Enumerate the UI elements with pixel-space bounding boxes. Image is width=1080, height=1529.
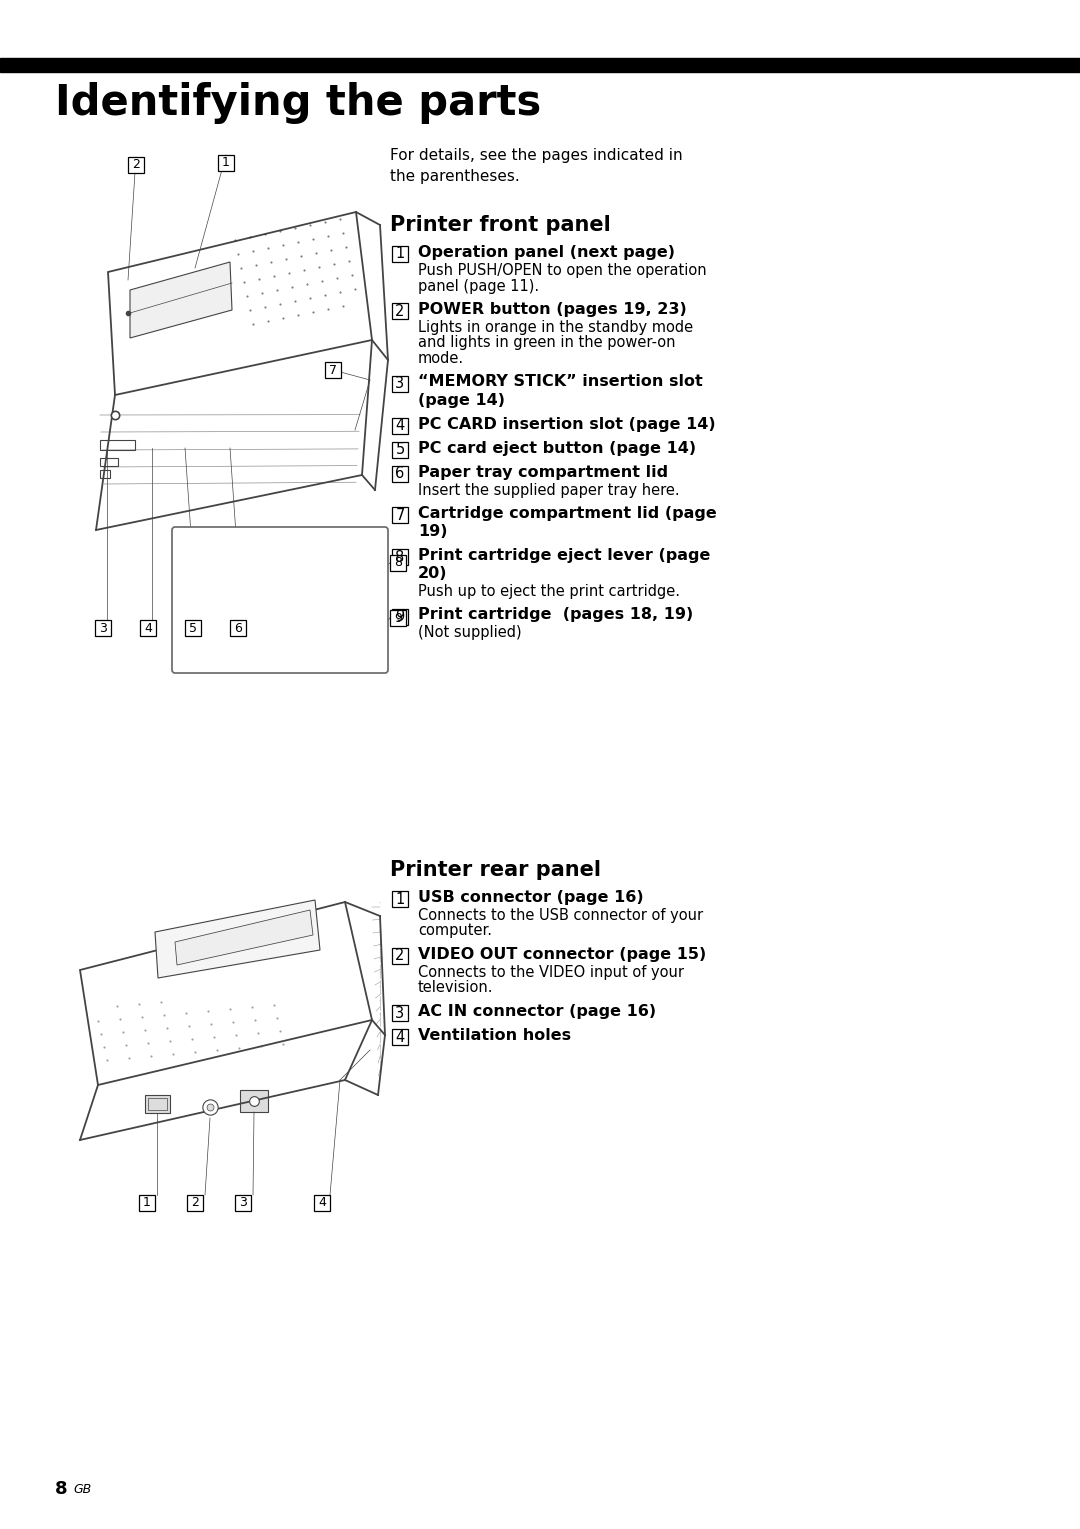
Text: 4: 4 [144, 621, 152, 635]
Text: Identifying the parts: Identifying the parts [55, 83, 541, 124]
Text: 6: 6 [234, 621, 242, 635]
Text: 20): 20) [418, 566, 447, 581]
Text: Operation panel (next page): Operation panel (next page) [418, 245, 675, 260]
Polygon shape [130, 261, 232, 338]
Bar [392, 246, 408, 261]
Bar [230, 619, 246, 636]
Bar [392, 891, 408, 907]
Bar [235, 1196, 251, 1211]
Text: 1: 1 [143, 1197, 151, 1209]
Text: (Not supplied): (Not supplied) [418, 625, 522, 641]
Bar [392, 948, 408, 963]
Bar [185, 619, 201, 636]
Bar [392, 609, 408, 624]
Bar [100, 459, 118, 466]
Text: VIDEO OUT connector (page 15): VIDEO OUT connector (page 15) [418, 946, 706, 962]
Text: 7: 7 [395, 508, 405, 523]
Bar [129, 157, 144, 173]
Text: Print cartridge eject lever (page: Print cartridge eject lever (page [418, 547, 711, 563]
Bar [392, 376, 408, 391]
Text: 8: 8 [395, 549, 405, 564]
Text: Connects to the USB connector of your: Connects to the USB connector of your [418, 908, 703, 924]
Text: 2: 2 [191, 1197, 199, 1209]
Text: Push up to eject the print cartridge.: Push up to eject the print cartridge. [418, 584, 680, 599]
Text: Printer rear panel: Printer rear panel [390, 859, 600, 881]
Text: Lights in orange in the standby mode: Lights in orange in the standby mode [418, 320, 693, 335]
Bar [139, 1196, 156, 1211]
Bar [218, 154, 234, 171]
Text: 2: 2 [395, 303, 405, 318]
Polygon shape [200, 586, 370, 661]
Text: 7: 7 [329, 364, 337, 376]
Text: 6: 6 [395, 466, 405, 482]
Text: For details, see the pages indicated in
the parentheses.: For details, see the pages indicated in … [390, 148, 683, 183]
Text: 2: 2 [132, 159, 140, 171]
Text: 1: 1 [222, 156, 230, 170]
Text: mode.: mode. [418, 352, 464, 365]
Text: Connects to the VIDEO input of your: Connects to the VIDEO input of your [418, 965, 684, 980]
Text: POWER button (pages 19, 23): POWER button (pages 19, 23) [418, 303, 687, 317]
Text: 1: 1 [395, 891, 405, 907]
Text: computer.: computer. [418, 924, 492, 939]
Bar [0, 58, 1080, 72]
Text: 2: 2 [395, 948, 405, 963]
Bar [392, 1005, 408, 1021]
Text: 4: 4 [395, 417, 405, 433]
Bar [148, 1098, 167, 1110]
Bar [392, 417, 408, 434]
Text: 4: 4 [395, 1029, 405, 1044]
Bar [392, 549, 408, 566]
Polygon shape [156, 901, 320, 979]
Bar [392, 442, 408, 457]
Bar [100, 469, 110, 479]
Text: PC CARD insertion slot (page 14): PC CARD insertion slot (page 14) [418, 416, 716, 431]
Text: AC IN connector (page 16): AC IN connector (page 16) [418, 1005, 657, 1018]
Text: 1: 1 [395, 246, 405, 261]
Text: and lights in green in the power-on: and lights in green in the power-on [418, 335, 675, 350]
Text: 9: 9 [394, 612, 402, 624]
Text: television.: television. [418, 980, 494, 995]
Bar [392, 508, 408, 523]
Text: 9: 9 [395, 609, 405, 624]
Text: (page 14): (page 14) [418, 393, 505, 408]
Polygon shape [175, 910, 313, 965]
Text: 5: 5 [189, 621, 197, 635]
Text: Cartridge compartment lid (page: Cartridge compartment lid (page [418, 506, 717, 521]
Text: 3: 3 [395, 1006, 405, 1020]
Bar [392, 303, 408, 320]
Text: 5: 5 [395, 442, 405, 457]
Bar [390, 555, 406, 570]
Bar [145, 1095, 170, 1113]
Text: Printer front panel: Printer front panel [390, 216, 611, 235]
Text: panel (page 11).: panel (page 11). [418, 278, 539, 294]
Bar [392, 465, 408, 482]
Bar [140, 619, 156, 636]
Text: 8: 8 [55, 1480, 68, 1498]
Bar [100, 440, 135, 450]
Bar [95, 619, 111, 636]
Text: Insert the supplied paper tray here.: Insert the supplied paper tray here. [418, 483, 679, 497]
Bar [390, 610, 406, 625]
Text: 3: 3 [395, 376, 405, 391]
Text: 4: 4 [319, 1197, 326, 1209]
Text: PC card eject button (page 14): PC card eject button (page 14) [418, 440, 697, 456]
Bar [325, 362, 341, 378]
FancyBboxPatch shape [172, 528, 388, 673]
Text: Ventilation holes: Ventilation holes [418, 1027, 571, 1043]
Text: 3: 3 [99, 621, 107, 635]
Bar [392, 1029, 408, 1044]
Bar [240, 1090, 268, 1112]
Text: Paper tray compartment lid: Paper tray compartment lid [418, 465, 669, 480]
Text: 3: 3 [239, 1197, 247, 1209]
Text: “MEMORY STICK” insertion slot: “MEMORY STICK” insertion slot [418, 375, 703, 390]
Bar [314, 1196, 330, 1211]
Text: 8: 8 [394, 557, 402, 569]
Bar [187, 1196, 203, 1211]
Text: USB connector (page 16): USB connector (page 16) [418, 890, 644, 905]
Text: 19): 19) [418, 524, 447, 540]
Text: Print cartridge  (pages 18, 19): Print cartridge (pages 18, 19) [418, 607, 693, 622]
Text: Push PUSH/OPEN to open the operation: Push PUSH/OPEN to open the operation [418, 263, 706, 278]
Text: GB: GB [73, 1483, 91, 1495]
